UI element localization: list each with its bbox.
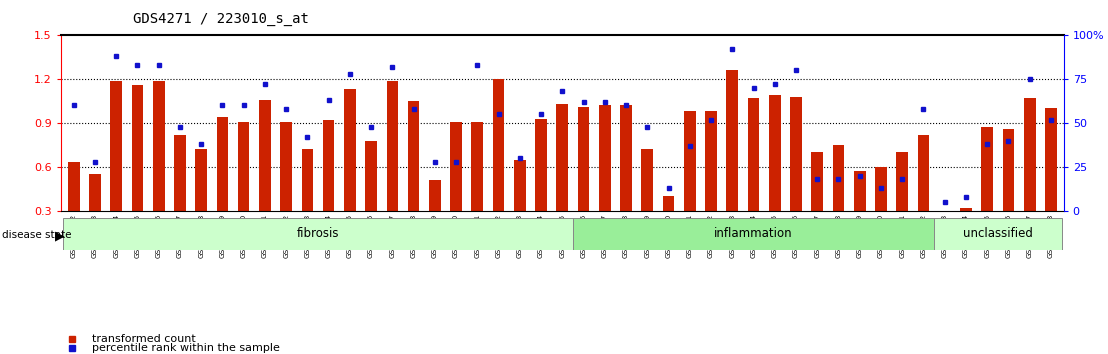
Bar — [472, 121, 483, 211]
Bar — [153, 81, 164, 211]
Bar — [429, 180, 441, 211]
Bar — [535, 119, 547, 211]
Bar — [111, 81, 122, 211]
Bar — [938, 211, 951, 237]
Bar — [620, 105, 632, 211]
Bar — [642, 149, 653, 211]
Text: inflammation: inflammation — [715, 227, 793, 240]
Bar — [854, 171, 865, 211]
Bar — [573, 218, 934, 250]
Bar — [748, 98, 759, 211]
Bar — [216, 117, 228, 211]
Text: GDS4271 / 223010_s_at: GDS4271 / 223010_s_at — [133, 12, 309, 27]
Bar — [493, 79, 504, 211]
Text: disease state: disease state — [2, 230, 72, 240]
Bar — [408, 101, 420, 211]
Bar — [663, 196, 675, 211]
Bar — [811, 152, 823, 211]
Text: unclassified: unclassified — [963, 227, 1033, 240]
Bar — [322, 120, 335, 211]
Bar — [599, 105, 611, 211]
Bar — [832, 145, 844, 211]
Bar — [577, 107, 589, 211]
Bar — [195, 149, 207, 211]
Text: ▶: ▶ — [55, 229, 65, 242]
Bar — [259, 99, 270, 211]
Bar — [727, 70, 738, 211]
Bar — [514, 160, 525, 211]
Bar — [280, 121, 293, 211]
Bar — [174, 135, 186, 211]
Bar — [934, 218, 1061, 250]
Bar — [556, 104, 568, 211]
Bar — [366, 141, 377, 211]
Bar — [387, 81, 398, 211]
Bar — [705, 111, 717, 211]
Text: fibrosis: fibrosis — [297, 227, 339, 240]
Bar — [917, 135, 930, 211]
Bar — [89, 174, 101, 211]
Bar — [238, 121, 249, 211]
Bar — [875, 167, 886, 211]
Bar — [961, 208, 972, 211]
Bar — [790, 97, 802, 211]
Bar — [684, 111, 696, 211]
Bar — [982, 127, 993, 211]
Bar — [769, 95, 781, 211]
Bar — [896, 152, 909, 211]
Bar — [63, 218, 573, 250]
Bar — [450, 121, 462, 211]
Bar — [132, 85, 143, 211]
Bar — [1024, 98, 1036, 211]
Bar — [1003, 129, 1014, 211]
Text: transformed count: transformed count — [92, 334, 196, 344]
Bar — [343, 90, 356, 211]
Bar — [68, 162, 80, 211]
Text: percentile rank within the sample: percentile rank within the sample — [92, 343, 280, 353]
Bar — [301, 149, 314, 211]
Bar — [1045, 108, 1057, 211]
